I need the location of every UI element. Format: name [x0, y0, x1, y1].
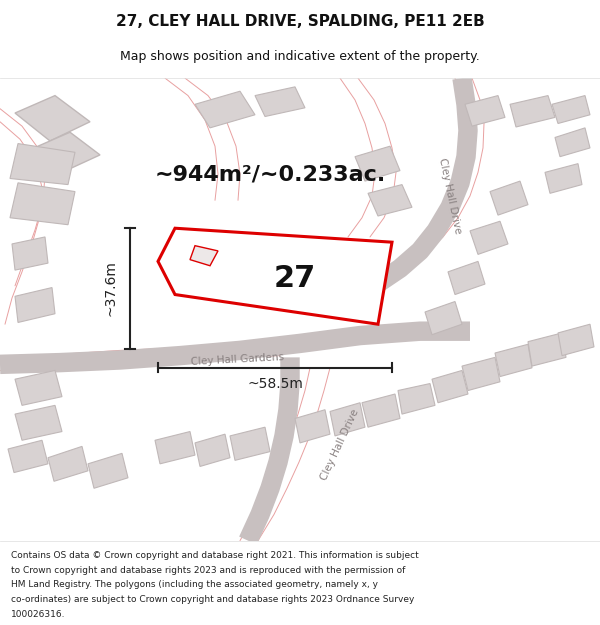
Polygon shape — [448, 261, 485, 294]
Polygon shape — [15, 406, 62, 440]
Polygon shape — [552, 96, 590, 124]
Polygon shape — [398, 384, 435, 414]
Polygon shape — [555, 128, 590, 157]
Polygon shape — [462, 357, 500, 391]
Text: ~37.6m: ~37.6m — [104, 261, 118, 316]
Polygon shape — [158, 228, 392, 324]
Polygon shape — [30, 132, 100, 173]
Polygon shape — [362, 394, 400, 427]
Text: ~58.5m: ~58.5m — [247, 376, 303, 391]
Polygon shape — [195, 434, 230, 466]
Polygon shape — [48, 446, 88, 481]
Polygon shape — [545, 164, 582, 193]
Polygon shape — [528, 333, 566, 366]
Polygon shape — [155, 431, 195, 464]
Polygon shape — [470, 221, 508, 254]
Polygon shape — [465, 96, 505, 126]
Polygon shape — [510, 96, 555, 127]
Text: Cley Hall Drive: Cley Hall Drive — [437, 157, 463, 235]
Polygon shape — [190, 246, 218, 266]
Polygon shape — [295, 410, 330, 443]
Polygon shape — [368, 184, 412, 216]
Polygon shape — [15, 96, 90, 141]
Polygon shape — [495, 344, 532, 377]
Text: 27: 27 — [274, 264, 316, 293]
Polygon shape — [15, 371, 62, 406]
Polygon shape — [195, 91, 255, 128]
Polygon shape — [255, 87, 305, 116]
Polygon shape — [15, 288, 55, 322]
Text: HM Land Registry. The polygons (including the associated geometry, namely x, y: HM Land Registry. The polygons (includin… — [11, 580, 378, 589]
Text: to Crown copyright and database rights 2023 and is reproduced with the permissio: to Crown copyright and database rights 2… — [11, 566, 405, 574]
Text: 27, CLEY HALL DRIVE, SPALDING, PE11 2EB: 27, CLEY HALL DRIVE, SPALDING, PE11 2EB — [116, 14, 484, 29]
Polygon shape — [88, 453, 128, 488]
Polygon shape — [425, 301, 462, 334]
Polygon shape — [490, 181, 528, 215]
Polygon shape — [330, 402, 365, 436]
Polygon shape — [12, 237, 48, 270]
Polygon shape — [8, 440, 48, 472]
Text: 100026316.: 100026316. — [11, 610, 65, 619]
Text: Map shows position and indicative extent of the property.: Map shows position and indicative extent… — [120, 50, 480, 62]
Polygon shape — [355, 146, 400, 181]
Polygon shape — [10, 183, 75, 225]
Text: Contains OS data © Crown copyright and database right 2021. This information is : Contains OS data © Crown copyright and d… — [11, 551, 419, 560]
Polygon shape — [10, 144, 75, 184]
Text: Cley Hall Drive: Cley Hall Drive — [319, 408, 361, 482]
Polygon shape — [558, 324, 594, 356]
Text: Cley Hall Gardens: Cley Hall Gardens — [190, 352, 284, 366]
Polygon shape — [432, 371, 468, 402]
Polygon shape — [230, 427, 270, 461]
Text: co-ordinates) are subject to Crown copyright and database rights 2023 Ordnance S: co-ordinates) are subject to Crown copyr… — [11, 595, 414, 604]
Text: ~944m²/~0.233ac.: ~944m²/~0.233ac. — [155, 164, 386, 184]
